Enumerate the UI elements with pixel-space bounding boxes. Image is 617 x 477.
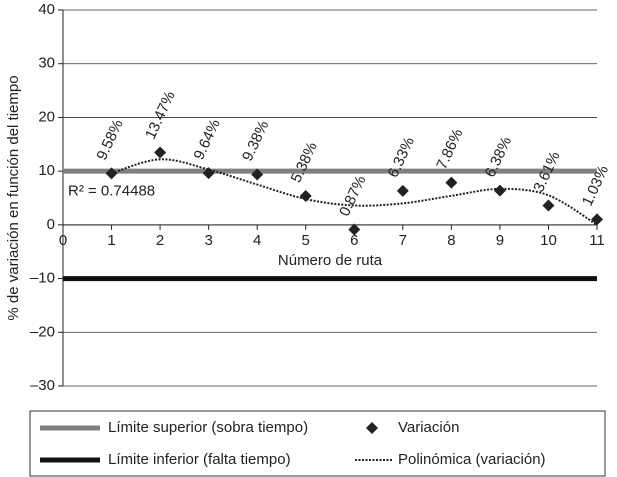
- y-tick-label: 10: [38, 162, 55, 179]
- value-label: 9.64%: [190, 117, 223, 163]
- y-tick-label: 0: [47, 216, 55, 233]
- x-tick-label: 10: [540, 232, 557, 249]
- data-point: [445, 176, 458, 189]
- data-point: [299, 189, 312, 202]
- legend-label: Límite superior (sobra tiempo): [108, 419, 308, 436]
- y-tick-label: 40: [38, 1, 55, 18]
- y-axis-title: % de variación en función del tiempo: [5, 75, 22, 320]
- x-tick-label: 8: [447, 232, 455, 249]
- data-point: [202, 167, 215, 180]
- value-label: 9.58%: [93, 117, 126, 163]
- x-tick-label: 0: [59, 232, 67, 249]
- x-tick-label: 7: [399, 232, 407, 249]
- value-label: 9.38%: [239, 118, 272, 164]
- y-tick-label: –20: [30, 323, 55, 340]
- x-tick-label: 2: [156, 232, 164, 249]
- data-point: [396, 184, 409, 197]
- legend-label: Polinómica (variación): [398, 451, 546, 468]
- data-point: [348, 223, 361, 236]
- value-label: 13.47%: [142, 89, 179, 142]
- r-squared: R² = 0.74488: [68, 183, 155, 200]
- x-tick-label: 5: [302, 232, 310, 249]
- y-tick-label: –10: [30, 270, 55, 287]
- x-axis-title: Número de ruta: [278, 252, 383, 269]
- x-tick-label: 1: [107, 232, 115, 249]
- x-tick-label: 11: [589, 232, 605, 249]
- data-point: [493, 184, 506, 197]
- x-tick-label: 9: [496, 232, 504, 249]
- data-point: [591, 213, 603, 226]
- value-label: 7.86%: [433, 126, 466, 172]
- value-label: 0.87%: [336, 173, 369, 219]
- data-point: [542, 199, 555, 212]
- x-tick-label: 4: [253, 232, 261, 249]
- y-tick-label: 20: [38, 108, 55, 125]
- x-tick-label: 3: [204, 232, 212, 249]
- x-tick-label: 6: [350, 232, 358, 249]
- legend-swatch: [366, 422, 378, 434]
- legend-label: Límite inferior (falta tiempo): [108, 451, 291, 468]
- y-tick-label: 30: [38, 55, 55, 72]
- legend-label: Variación: [398, 419, 459, 436]
- legend-box: [29, 410, 606, 477]
- trend-line: [111, 158, 598, 226]
- data-point: [154, 146, 167, 159]
- y-tick-label: –30: [30, 377, 55, 394]
- value-label: 5.38%: [288, 140, 321, 186]
- data-point: [105, 167, 118, 180]
- data-point: [251, 168, 264, 181]
